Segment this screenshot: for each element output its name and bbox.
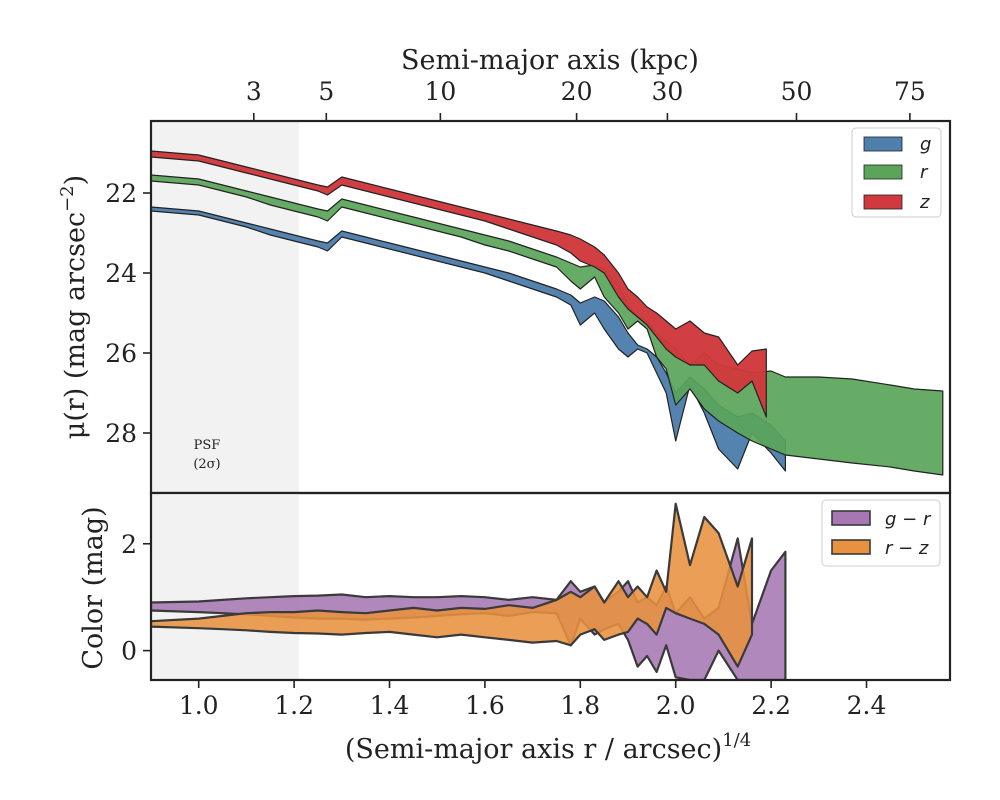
band-z [151, 150, 767, 418]
color-y-label: Color (mag) [78, 506, 109, 669]
color-panel: 02 1.0 1.2 1.4 1.6 1.8 2.0 2.2 2.4 Color (mag) … [78, 491, 952, 765]
surface-brightness-y-label: μ(r) (mag arcsec−2) [57, 175, 91, 439]
legend-label-g-r: g − r [885, 509, 932, 530]
kpc-tick-label-75: 75 [894, 77, 926, 106]
kpc-tick-label-50: 50 [781, 77, 813, 106]
color-tick-label-2: 2 [121, 530, 137, 559]
legend-swatch-g [863, 136, 903, 152]
psf-label-line1: PSF [194, 438, 221, 453]
color-frame [149, 491, 952, 682]
surface-brightness-legend: g r z [851, 127, 942, 218]
legend-swatch-z [863, 194, 903, 210]
x-tick-label-2-4: 2.4 [847, 691, 887, 720]
kpc-tick-label-30: 30 [652, 77, 684, 106]
surface-brightness-panel: 22 24 26 28 3 5 10 20 30 50 75 PSF (2σ) Semi-majo… [57, 45, 952, 495]
x-tick-label-1-4: 1.4 [370, 691, 410, 720]
mu-tick-label-22: 22 [105, 179, 137, 208]
x-tick-label-2-0: 2.0 [656, 691, 696, 720]
legend-swatch-r [863, 164, 903, 180]
legend-swatch-g-r [831, 510, 871, 526]
x-tick-label-1-0: 1.0 [179, 691, 219, 720]
legend-label-r-z: r − z [885, 538, 929, 559]
psf-shade-bottom [151, 493, 299, 680]
x-tick-label-1-8: 1.8 [560, 691, 600, 720]
legend-swatch-r-z [831, 539, 871, 555]
top-x-axis-label: Semi-major axis (kpc) [401, 45, 699, 76]
psf-label-line2: (2σ) [193, 457, 220, 472]
kpc-tick-label-20: 20 [561, 77, 593, 106]
band-g [151, 206, 786, 472]
legend-label-g: g [920, 134, 931, 155]
color-tick-label-0: 0 [121, 637, 137, 666]
x-tick-label-2-2: 2.2 [751, 691, 791, 720]
mu-tick-label-24: 24 [105, 259, 137, 288]
x-tick-label-1-2: 1.2 [274, 691, 314, 720]
mu-tick-label-28: 28 [105, 419, 137, 448]
band-r [151, 174, 944, 476]
legend-label-r: r [920, 162, 929, 183]
kpc-tick-label-10: 10 [424, 77, 456, 106]
legend-label-z: z [919, 192, 930, 213]
color-legend: g − r r − z [821, 499, 941, 567]
bottom-x-axis-label: (Semi-major axis r / arcsec)1/4 [345, 730, 751, 765]
mu-tick-label-26: 26 [105, 339, 137, 368]
kpc-tick-label-5: 5 [318, 77, 334, 106]
x-tick-label-1-6: 1.6 [465, 691, 505, 720]
kpc-tick-label-3: 3 [246, 77, 262, 106]
band-r-z [151, 502, 754, 668]
